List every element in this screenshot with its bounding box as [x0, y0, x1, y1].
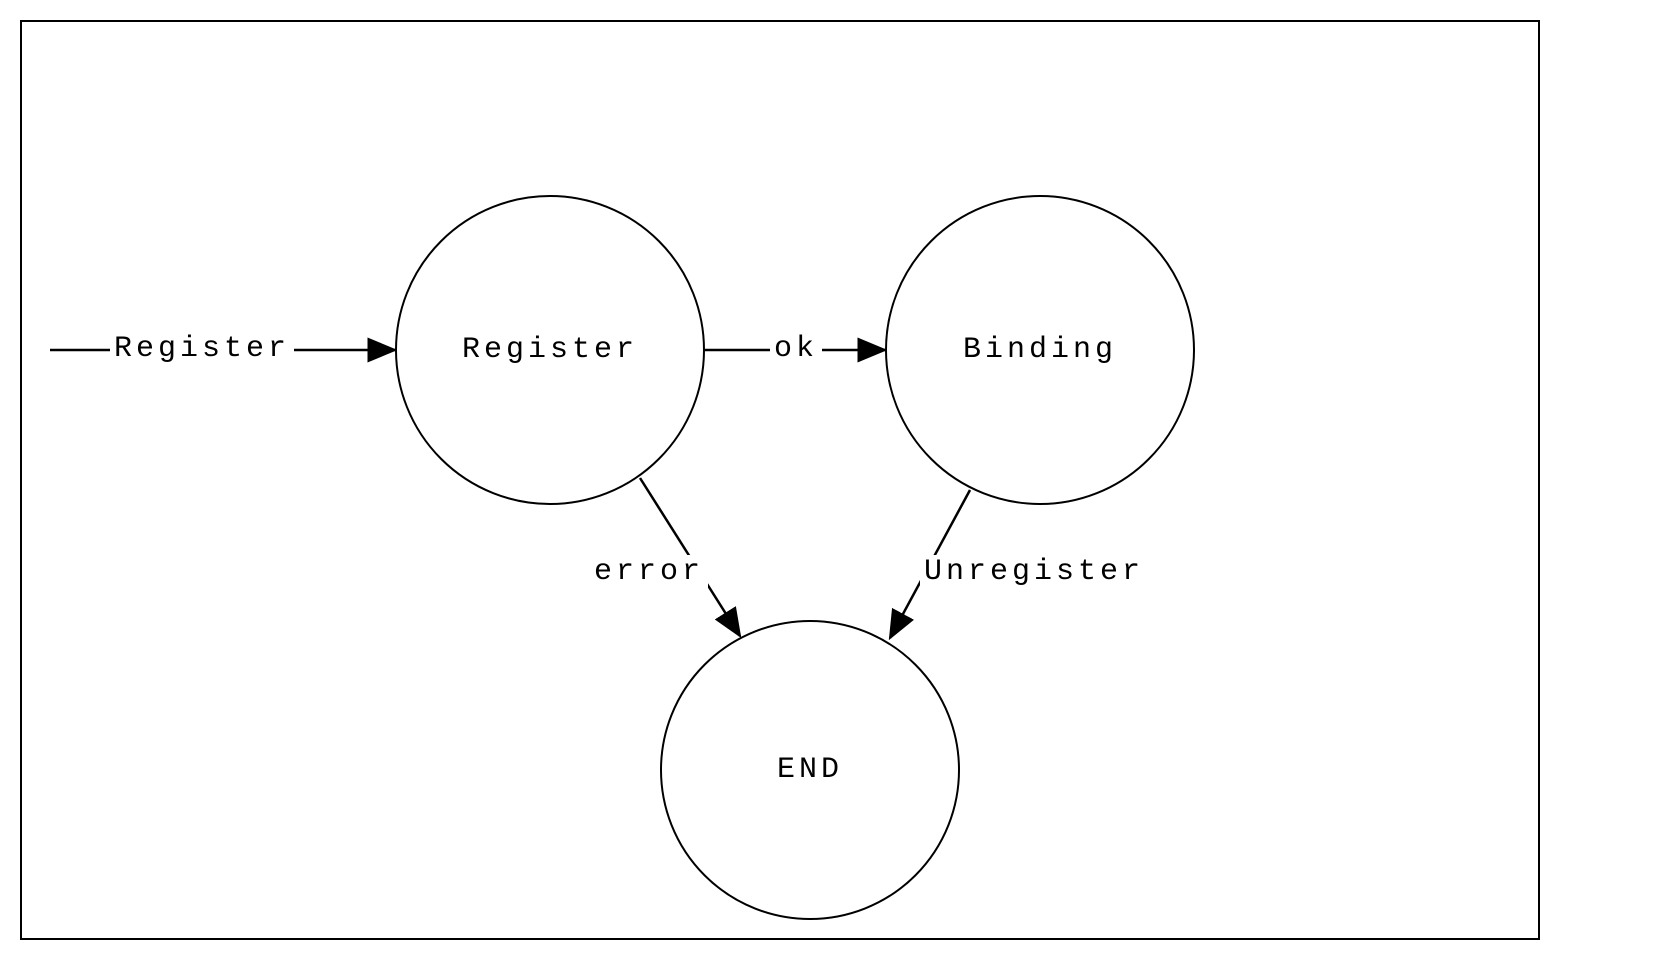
edge-label-start-register: Register — [110, 332, 294, 366]
edge-label-ok: ok — [770, 332, 822, 366]
node-binding-label: Binding — [963, 333, 1117, 367]
node-binding: Binding — [885, 195, 1195, 505]
edge-label-error: error — [590, 555, 708, 589]
node-register: Register — [395, 195, 705, 505]
edge-label-unregister: Unregister — [920, 555, 1148, 589]
node-register-label: Register — [462, 333, 638, 367]
node-end-label: END — [777, 753, 843, 787]
node-end: END — [660, 620, 960, 920]
